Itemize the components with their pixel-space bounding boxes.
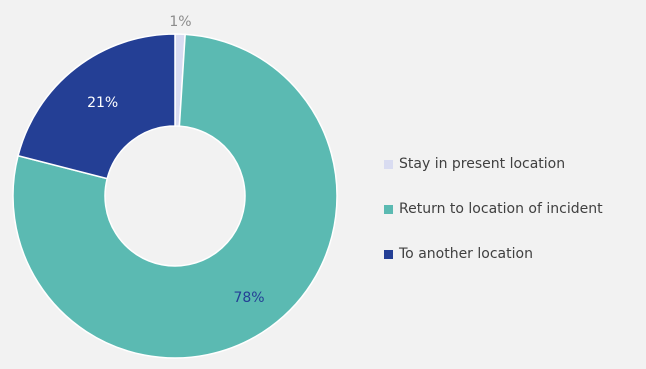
slice-return <box>12 33 338 359</box>
legend-swatch-return <box>384 204 393 214</box>
legend: Stay in present location Return to locat… <box>384 155 644 290</box>
data-label-another: 21% <box>87 95 118 111</box>
legend-item-another: To another location <box>384 245 644 263</box>
legend-label-return: Return to location of incident <box>399 201 603 217</box>
data-label-return: 78% <box>233 290 264 306</box>
legend-label-stay: Stay in present location <box>399 156 566 172</box>
legend-item-return: Return to location of incident <box>384 200 644 218</box>
legend-swatch-stay <box>384 159 393 169</box>
legend-label-another: To another location <box>399 246 533 262</box>
legend-swatch-another <box>384 249 393 259</box>
data-label-stay: 1% <box>169 14 191 30</box>
legend-item-stay: Stay in present location <box>384 155 644 173</box>
slice-another <box>17 33 176 180</box>
